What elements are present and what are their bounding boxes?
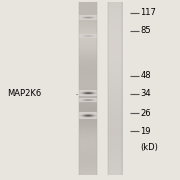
Text: 117: 117 (140, 8, 156, 17)
Text: 34: 34 (140, 89, 151, 98)
Text: 48: 48 (140, 71, 151, 80)
Text: 85: 85 (140, 26, 151, 35)
Text: (kD): (kD) (140, 143, 158, 152)
Text: MAP2K6: MAP2K6 (7, 89, 41, 98)
Text: 19: 19 (140, 127, 151, 136)
Text: 26: 26 (140, 109, 151, 118)
